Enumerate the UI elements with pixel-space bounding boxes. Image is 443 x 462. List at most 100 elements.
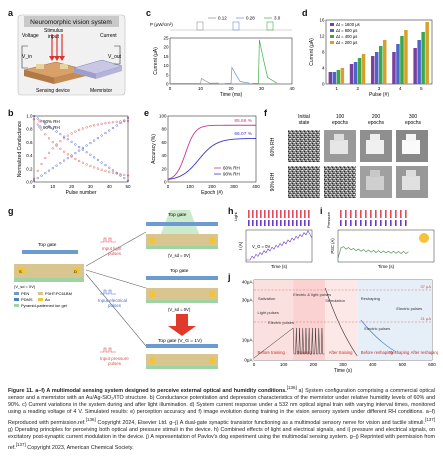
f-col2-3: epochs	[405, 120, 422, 126]
i-elec-pulse	[360, 220, 362, 226]
f-image-r0c0	[288, 130, 320, 162]
b-point-60	[70, 155, 73, 158]
i-pressure-pulse	[365, 210, 367, 218]
d-bar	[371, 56, 375, 84]
panel-letter-d: d	[302, 8, 308, 18]
b-point-60	[74, 157, 77, 161]
j-region-training	[293, 280, 326, 360]
b-point-90	[78, 145, 81, 149]
j-phase-label: Before training	[258, 350, 286, 355]
j-phase-label: Reshaping	[389, 350, 410, 355]
d-bar	[340, 68, 345, 84]
c-light-pulse	[266, 21, 274, 31]
b-point-90	[104, 131, 107, 135]
d-bar	[413, 48, 417, 84]
b-legend-marker-60	[38, 119, 42, 123]
b-point-90	[111, 126, 115, 130]
b-point-60	[93, 166, 96, 169]
h-light: Light	[233, 211, 238, 221]
i-pressure-pulse	[370, 210, 372, 218]
b-point-90	[100, 161, 103, 164]
f-row-1: 90% RH	[270, 172, 276, 191]
b-point-90	[123, 176, 126, 180]
b-point-60	[78, 159, 81, 163]
j-region-reshape	[357, 280, 432, 360]
b-point-60	[55, 143, 58, 146]
h-elec-pulse	[268, 220, 270, 226]
b-ytick: 1.0	[26, 114, 33, 119]
b-point-60	[59, 147, 62, 150]
b-point-90	[108, 129, 111, 132]
panel-a-memristor: Memristor	[90, 88, 113, 94]
e-series-60	[167, 124, 256, 180]
j-trace-decay	[324, 287, 358, 357]
d-bar	[361, 54, 366, 84]
b-point-60	[62, 137, 66, 140]
caption-ref3: [137]	[424, 417, 435, 423]
b-point-90	[93, 156, 96, 159]
j-phase-label: After reshaping	[411, 350, 438, 355]
b-point-90	[85, 151, 88, 154]
panel-a-voltage: Voltage	[22, 33, 39, 39]
b-point-90	[126, 179, 130, 182]
i-pressure-pulse	[390, 210, 392, 218]
h-light-pulse	[284, 210, 286, 218]
g-vsd-r1: (V_sd = 0V)	[168, 253, 191, 258]
h-light-pulse	[248, 210, 250, 218]
c-ylabel: Current (μA)	[153, 47, 159, 75]
j-xtick: 100	[280, 362, 288, 367]
i-elec-pulse	[395, 220, 397, 226]
figure-caption: Figure 11. a–f) A multimodal sensing sys…	[8, 384, 435, 452]
panel-letter-c: c	[146, 8, 152, 18]
c-ytick: 10	[163, 63, 169, 68]
i-elec-pulse	[390, 220, 392, 226]
g-leg-pen: PEN	[21, 291, 29, 296]
g-input-elec: Input electrical	[98, 298, 127, 303]
caption-ref4: [137]	[15, 442, 26, 448]
i-elec-pulse	[400, 220, 402, 226]
b-point-60	[126, 119, 130, 123]
h-light-pulse	[260, 210, 262, 218]
b-point-60	[51, 141, 54, 144]
d-bar	[336, 70, 341, 84]
b-point-90	[115, 124, 118, 127]
b-point-90	[55, 130, 58, 133]
b-xtick: 30	[88, 184, 94, 189]
b-point-90	[96, 136, 100, 140]
b-point-60	[32, 118, 36, 121]
b-point-90	[93, 139, 96, 142]
b-point-60	[108, 121, 111, 124]
b-point-90	[51, 167, 54, 170]
d-xtick: 4	[399, 86, 402, 91]
panel-letter-h: h	[228, 206, 234, 216]
panel-a-current: Current	[100, 33, 117, 39]
i-elec-pulse	[405, 220, 407, 226]
b-point-90	[85, 144, 88, 147]
panel-letter-i: i	[320, 206, 323, 216]
e-xtick: 200	[208, 184, 216, 189]
f-col-1: 100	[336, 114, 345, 120]
b-point-60	[40, 162, 43, 166]
b-point-90	[40, 174, 43, 177]
d-bar	[353, 62, 358, 84]
j-xtick: 0	[253, 362, 256, 367]
j-ytick: 10μA	[242, 338, 253, 343]
c-ytick: 15	[163, 54, 169, 59]
b-point-90	[55, 164, 58, 167]
b-frame	[33, 115, 129, 183]
f-row-0: 60% RH	[270, 137, 276, 156]
b-point-60	[96, 167, 100, 170]
b-point-90	[89, 153, 92, 156]
b-point-60	[81, 161, 84, 164]
h-elec-pulse	[248, 220, 250, 226]
b-point-90	[40, 120, 43, 123]
b-point-90	[66, 157, 69, 160]
caption-ref2: [136]	[85, 417, 96, 423]
j-phase-label: Before reshaping	[361, 350, 394, 355]
b-point-60	[36, 123, 39, 126]
e-xtick: 0	[167, 184, 170, 189]
d-xtick: 1	[335, 86, 338, 91]
h-xlabel: Time (s)	[271, 264, 288, 269]
h-ylabel: I (A)	[238, 241, 243, 250]
h-light-pulse	[276, 210, 278, 218]
